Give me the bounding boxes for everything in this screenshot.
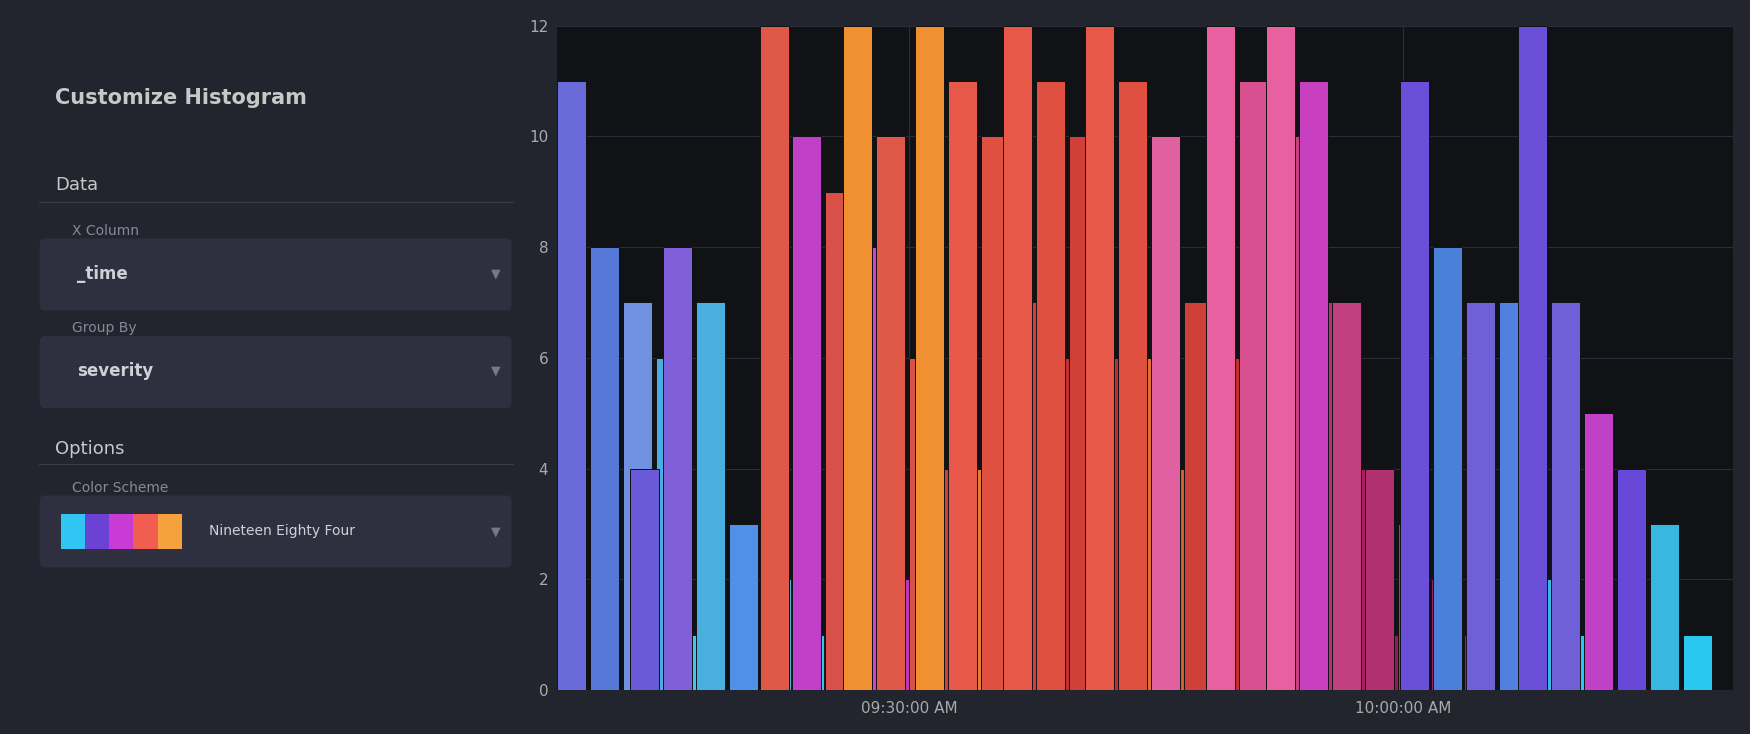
Bar [844, 26, 872, 690]
Text: Options: Options [56, 440, 124, 459]
Bar [556, 81, 586, 690]
Bar [86, 514, 108, 549]
Bar [1250, 468, 1279, 690]
Text: Customize Histogram: Customize Histogram [56, 88, 306, 108]
Bar [1267, 26, 1295, 690]
Bar [826, 192, 854, 690]
Bar [980, 137, 1010, 690]
Bar [108, 514, 133, 549]
Bar [1466, 302, 1494, 690]
Bar [656, 358, 684, 690]
Bar [1272, 137, 1302, 690]
Bar [915, 26, 943, 690]
Bar [1118, 81, 1148, 690]
Bar [1134, 358, 1164, 690]
Bar [1283, 579, 1312, 690]
Bar [1167, 468, 1197, 690]
Bar [924, 635, 954, 690]
Bar [858, 247, 887, 690]
FancyBboxPatch shape [40, 495, 511, 567]
Bar [908, 358, 938, 690]
Text: Group By: Group By [72, 321, 136, 335]
Bar [1370, 635, 1400, 690]
Bar [1500, 302, 1528, 690]
Bar [942, 468, 971, 690]
Text: severity: severity [77, 363, 154, 380]
Bar [1433, 247, 1463, 690]
Bar [1144, 635, 1174, 690]
Bar [761, 579, 791, 690]
Bar [1069, 137, 1097, 690]
Text: _time: _time [77, 265, 128, 283]
Bar [1306, 302, 1334, 690]
Bar [1432, 579, 1460, 690]
Bar [1036, 81, 1066, 690]
Text: Nineteen Eighty Four: Nineteen Eighty Four [210, 524, 355, 539]
Bar [1298, 81, 1328, 690]
Bar [1398, 524, 1426, 690]
Bar [1080, 468, 1108, 690]
Bar [1102, 358, 1130, 690]
Bar [1013, 302, 1043, 690]
FancyBboxPatch shape [40, 239, 511, 310]
Bar [1003, 26, 1032, 690]
FancyBboxPatch shape [40, 336, 511, 408]
Bar [1400, 81, 1430, 690]
Bar [1216, 358, 1246, 690]
Bar [1332, 302, 1362, 690]
Text: X Column: X Column [72, 224, 138, 238]
Bar [1041, 635, 1069, 690]
Bar [690, 635, 717, 690]
Bar [1617, 468, 1645, 690]
Bar [630, 468, 660, 690]
Bar [1152, 137, 1180, 690]
Bar [1239, 81, 1269, 690]
Bar [1684, 635, 1712, 690]
Bar [1206, 26, 1236, 690]
Bar [1085, 26, 1115, 690]
Bar [891, 579, 920, 690]
Bar [1046, 358, 1076, 690]
Bar [158, 514, 182, 549]
Bar [794, 635, 824, 690]
Bar [1200, 579, 1230, 690]
Bar [1550, 302, 1580, 690]
Text: ▼: ▼ [492, 365, 500, 378]
Bar [590, 247, 619, 690]
Bar [61, 514, 86, 549]
Bar [975, 468, 1004, 690]
Bar [623, 302, 653, 690]
Bar [1564, 635, 1594, 690]
Bar [730, 524, 758, 690]
Bar [1365, 468, 1395, 690]
Bar [793, 137, 821, 690]
Bar [1339, 468, 1367, 690]
Bar [760, 26, 789, 690]
Bar [663, 247, 691, 690]
Bar [133, 514, 158, 549]
Text: ▼: ▼ [492, 267, 500, 280]
Bar [696, 302, 724, 690]
Bar [1533, 579, 1561, 690]
Bar [525, 26, 553, 690]
Text: ▼: ▼ [492, 525, 500, 538]
Text: Data: Data [56, 176, 98, 195]
Bar [1234, 635, 1262, 690]
Bar [1316, 635, 1344, 690]
Bar [1650, 524, 1678, 690]
Bar [1517, 26, 1547, 690]
Bar [1465, 635, 1493, 690]
Bar [1584, 413, 1614, 690]
Text: Color Scheme: Color Scheme [72, 481, 168, 495]
Bar [877, 137, 905, 690]
Bar [1113, 579, 1141, 690]
Bar [1008, 579, 1036, 690]
Bar [1185, 302, 1213, 690]
Bar [949, 81, 977, 690]
